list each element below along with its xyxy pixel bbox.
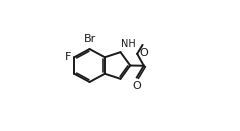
Text: Br: Br <box>84 34 96 45</box>
Text: F: F <box>65 52 71 62</box>
Text: O: O <box>139 48 148 58</box>
Text: NH: NH <box>121 39 136 49</box>
Text: O: O <box>133 81 141 91</box>
